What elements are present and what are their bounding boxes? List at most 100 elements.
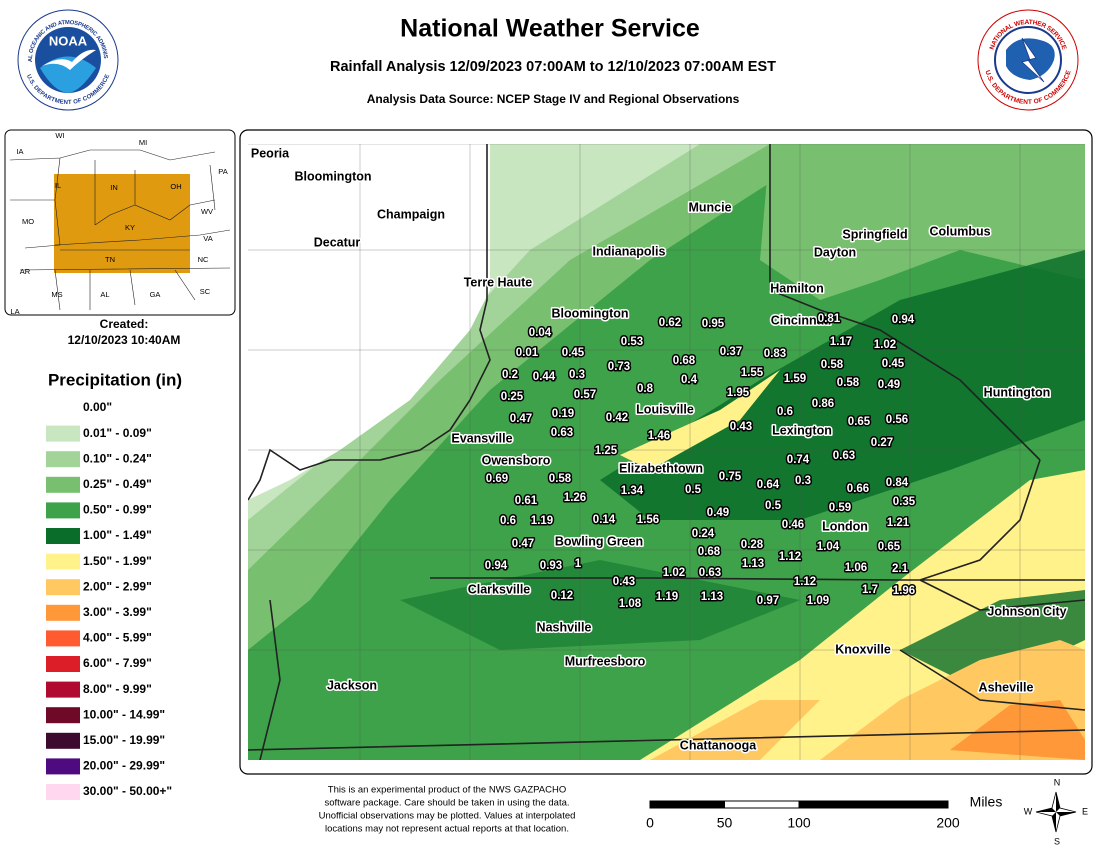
rainfall-field bbox=[248, 144, 1085, 760]
observation-value: 1.08 bbox=[619, 598, 642, 610]
observation-value: 0.95 bbox=[702, 318, 725, 330]
observation-value: 0.53 bbox=[621, 336, 643, 348]
observation-value: 1.55 bbox=[741, 367, 764, 379]
legend-label: 8.00" - 9.99" bbox=[83, 682, 152, 696]
observation-value: 0.57 bbox=[574, 389, 596, 401]
state-label: GA bbox=[150, 290, 161, 299]
observation-value: 0.4 bbox=[681, 374, 698, 386]
observation-value: 0.62 bbox=[659, 317, 681, 329]
observation-value: 1.19 bbox=[656, 591, 678, 603]
observation-value: 0.68 bbox=[673, 355, 696, 367]
city-label: Nashville bbox=[537, 620, 592, 634]
observation-value: 0.5 bbox=[685, 484, 702, 496]
observation-value: 0.35 bbox=[893, 496, 916, 508]
scale-bar: 0 50 100 200 bbox=[646, 800, 960, 831]
observation-value: 0.6 bbox=[777, 406, 793, 418]
state-label: MI bbox=[139, 138, 147, 147]
legend-label: 10.00" - 14.99" bbox=[83, 707, 165, 721]
observation-value: 1.02 bbox=[874, 339, 896, 351]
state-label: PA bbox=[218, 167, 227, 176]
observation-value: 1.46 bbox=[648, 430, 670, 442]
observation-value: 0.01 bbox=[516, 347, 539, 359]
nws-logo: NATIONAL WEATHER SERVICE U.S. DEPARTMENT… bbox=[977, 9, 1079, 111]
scale-tick-label: 50 bbox=[717, 815, 733, 831]
created-date: 12/10/2023 10:40AM bbox=[68, 333, 181, 347]
scale-segment bbox=[724, 800, 800, 809]
observation-value: 1.59 bbox=[784, 373, 806, 385]
state-label: WV bbox=[201, 207, 213, 216]
city-label: Jackson bbox=[327, 678, 377, 692]
legend-swatch bbox=[46, 553, 80, 570]
disclaimer-line: This is an experimental product of the N… bbox=[328, 785, 566, 796]
city-label: Evansville bbox=[451, 431, 512, 445]
observation-value: 0.74 bbox=[787, 454, 810, 466]
observation-value: 2.1 bbox=[892, 563, 909, 575]
observation-value: 1.09 bbox=[807, 595, 829, 607]
observation-value: 1.95 bbox=[727, 387, 750, 399]
legend-label: 3.00" - 3.99" bbox=[83, 605, 152, 619]
observation-value: 0.59 bbox=[829, 502, 851, 514]
disclaimer-line: locations may not represent actual repor… bbox=[325, 824, 569, 835]
legend-swatch bbox=[46, 528, 80, 544]
state-label: AL bbox=[100, 290, 109, 299]
observation-value: 0.68 bbox=[698, 546, 721, 558]
observation-value: 1.26 bbox=[564, 492, 586, 504]
observation-value: 1.96 bbox=[893, 585, 915, 597]
scale-tick-label: 0 bbox=[646, 815, 654, 831]
observation-value: 0.58 bbox=[549, 473, 572, 485]
observation-value: 1.04 bbox=[817, 541, 840, 553]
observation-value: 0.86 bbox=[812, 398, 834, 410]
state-label: SC bbox=[200, 287, 211, 296]
state-label: OH bbox=[170, 182, 181, 191]
city-label: Lexington bbox=[772, 423, 832, 437]
observation-value: 0.3 bbox=[795, 475, 811, 487]
source: Analysis Data Source: NCEP Stage IV and … bbox=[367, 92, 740, 106]
city-label: Asheville bbox=[979, 680, 1034, 694]
scale-tick-label: 200 bbox=[936, 815, 960, 831]
city-label: Johnson City bbox=[987, 604, 1066, 618]
legend-swatch bbox=[46, 656, 80, 672]
observation-value: 1.02 bbox=[663, 567, 685, 579]
observation-value: 1.13 bbox=[701, 591, 723, 603]
state-label: AR bbox=[20, 267, 31, 276]
city-label: Chattanooga bbox=[680, 738, 757, 752]
observation-value: 0.6 bbox=[500, 515, 516, 527]
created-label: Created: bbox=[100, 317, 149, 331]
observation-value: 1.12 bbox=[794, 576, 816, 588]
city-label: Bloomington bbox=[294, 169, 371, 183]
legend-label: 20.00" - 29.99" bbox=[83, 759, 165, 773]
city-label: Owensboro bbox=[482, 453, 551, 467]
state-label: IL bbox=[55, 181, 61, 190]
observation-value: 1.21 bbox=[887, 517, 910, 529]
scale-tick-label: 100 bbox=[787, 815, 811, 831]
inset-map: WI MI IA IL IN OH PA MO KY WV VA NC TN AR MS AL GA SC LA bbox=[4, 129, 236, 316]
city-label: Indianapolis bbox=[593, 244, 666, 258]
city-label: Knoxville bbox=[835, 642, 891, 656]
observations: 0.040.62 0.95 0.81 0.940.53 1.17 1.020.01 0.45… bbox=[483, 312, 917, 612]
observation-value: 0.97 bbox=[757, 595, 779, 607]
city-label: Muncie bbox=[688, 200, 731, 214]
observation-value: 0.49 bbox=[878, 379, 900, 391]
observation-value: 0.3 bbox=[569, 369, 585, 381]
observation-value: 1.7 bbox=[862, 584, 878, 596]
state-label: WI bbox=[55, 131, 64, 140]
city-label: Bloomington bbox=[551, 306, 628, 320]
observation-value: 0.24 bbox=[692, 528, 715, 540]
legend-swatch bbox=[46, 630, 80, 647]
observation-value: 1.06 bbox=[845, 562, 867, 574]
observation-value: 1.12 bbox=[779, 551, 801, 563]
state-label: MO bbox=[22, 217, 34, 226]
observation-value: 1.56 bbox=[637, 514, 659, 526]
legend-swatch bbox=[46, 502, 80, 519]
observation-value: 0.63 bbox=[551, 427, 573, 439]
city-label: Clarksville bbox=[468, 582, 531, 596]
observation-value: 0.64 bbox=[757, 479, 780, 491]
city-label: Hamilton bbox=[770, 281, 823, 295]
observation-value: 0.94 bbox=[485, 560, 508, 572]
observation-value: 1.25 bbox=[595, 445, 618, 457]
city-label: Springfield bbox=[842, 227, 907, 241]
legend-label: 0.01" - 0.09" bbox=[83, 426, 152, 440]
city-label: Cincinnati bbox=[771, 313, 831, 327]
compass-w: W bbox=[1024, 806, 1033, 816]
scale-segment bbox=[649, 800, 725, 809]
